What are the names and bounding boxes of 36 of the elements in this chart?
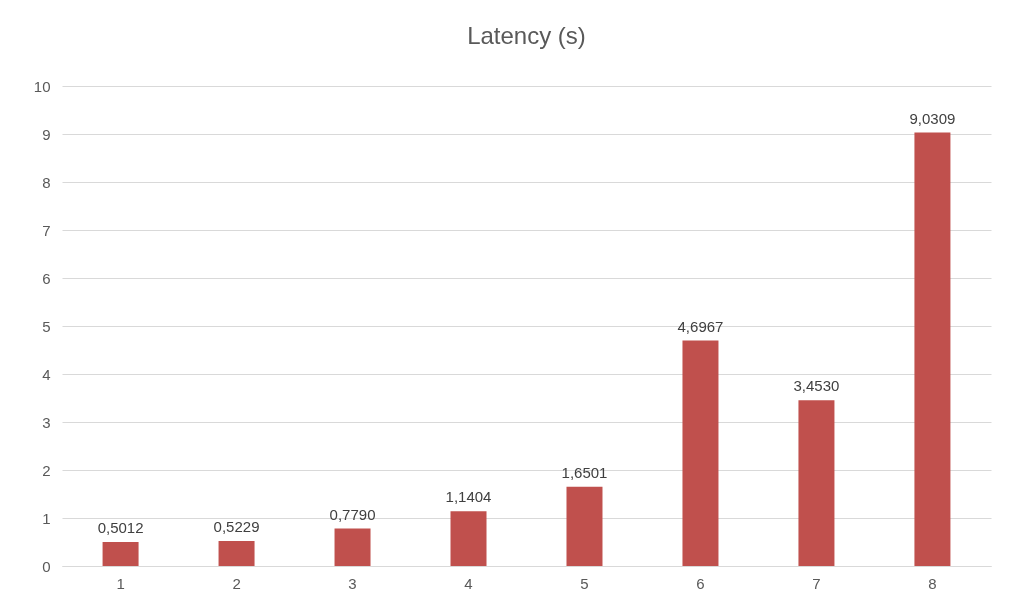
bar xyxy=(218,540,255,566)
x-tick-label: 8 xyxy=(928,574,937,592)
bar xyxy=(682,340,719,566)
data-label: 1,1404 xyxy=(445,488,492,506)
data-label: 4,6967 xyxy=(677,317,724,335)
data-label: 9,0309 xyxy=(909,109,956,127)
x-tick-label: 5 xyxy=(580,574,589,592)
x-tick-label: 7 xyxy=(812,574,821,592)
data-label: 0,5012 xyxy=(97,518,144,536)
data-label: 1,6501 xyxy=(561,463,608,481)
y-tick-label: 3 xyxy=(42,413,51,431)
x-tick-label: 3 xyxy=(348,574,357,592)
y-tick-label: 8 xyxy=(42,173,51,191)
chart-title: Latency (s) xyxy=(467,22,586,49)
y-tick-label: 9 xyxy=(42,125,51,143)
y-tick-label: 1 xyxy=(42,509,51,527)
x-tick-label: 6 xyxy=(696,574,705,592)
bar xyxy=(798,400,835,566)
bar xyxy=(450,511,487,566)
data-label: 0,5229 xyxy=(213,517,260,535)
data-label: 3,4530 xyxy=(793,377,840,395)
y-tick-label: 4 xyxy=(42,365,51,383)
y-tick-label: 0 xyxy=(42,557,51,575)
y-tick-label: 6 xyxy=(42,269,51,287)
bar xyxy=(334,528,371,566)
y-tick-label: 10 xyxy=(33,77,51,95)
y-tick-label: 2 xyxy=(42,461,51,479)
y-tick-label: 7 xyxy=(42,221,51,239)
bar xyxy=(566,486,603,566)
x-tick-label: 1 xyxy=(116,574,125,592)
x-tick-label: 4 xyxy=(464,574,473,592)
y-tick-label: 5 xyxy=(42,317,51,335)
x-tick-label: 2 xyxy=(232,574,241,592)
data-label: 0,7790 xyxy=(329,505,376,523)
bar xyxy=(102,541,139,566)
bar xyxy=(914,132,951,566)
